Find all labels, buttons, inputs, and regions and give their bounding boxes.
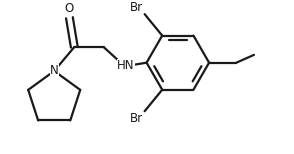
Text: Br: Br	[130, 111, 143, 125]
Text: O: O	[65, 2, 74, 15]
Text: HN: HN	[117, 59, 135, 72]
Text: N: N	[50, 65, 59, 77]
Text: Br: Br	[130, 1, 143, 14]
